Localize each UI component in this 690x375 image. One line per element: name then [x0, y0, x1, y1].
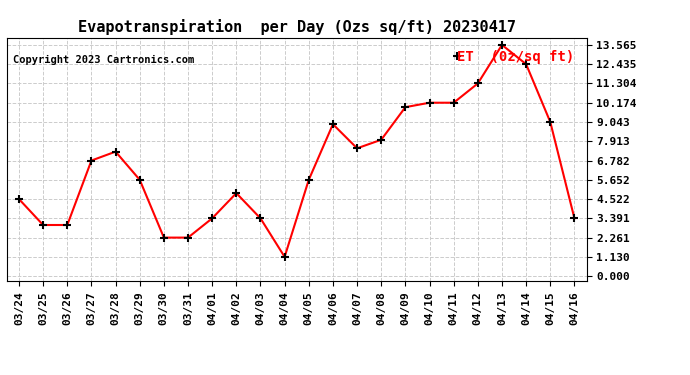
ET  (0z/sq ft): [473, 81, 482, 86]
ET  (0z/sq ft): [280, 255, 288, 259]
ET  (0z/sq ft): [546, 120, 555, 124]
ET  (0z/sq ft): [377, 138, 385, 142]
Legend: ET  (0z/sq ft): ET (0z/sq ft): [451, 45, 580, 69]
ET  (0z/sq ft): [425, 100, 433, 105]
ET  (0z/sq ft): [232, 191, 240, 195]
ET  (0z/sq ft): [111, 149, 120, 154]
ET  (0z/sq ft): [522, 62, 530, 66]
ET  (0z/sq ft): [353, 146, 362, 150]
ET  (0z/sq ft): [184, 236, 192, 240]
ET  (0z/sq ft): [135, 177, 144, 182]
ET  (0z/sq ft): [257, 216, 265, 220]
Line: ET  (0z/sq ft): ET (0z/sq ft): [14, 41, 579, 261]
ET  (0z/sq ft): [570, 216, 578, 220]
ET  (0z/sq ft): [159, 236, 168, 240]
ET  (0z/sq ft): [402, 105, 410, 110]
ET  (0z/sq ft): [87, 158, 95, 163]
ET  (0z/sq ft): [208, 216, 217, 220]
ET  (0z/sq ft): [450, 100, 458, 105]
ET  (0z/sq ft): [39, 223, 47, 227]
ET  (0z/sq ft): [15, 197, 23, 201]
ET  (0z/sq ft): [329, 122, 337, 126]
Text: Copyright 2023 Cartronics.com: Copyright 2023 Cartronics.com: [12, 55, 194, 64]
ET  (0z/sq ft): [304, 177, 313, 182]
Title: Evapotranspiration  per Day (Ozs sq/ft) 20230417: Evapotranspiration per Day (Ozs sq/ft) 2…: [78, 19, 515, 35]
ET  (0z/sq ft): [63, 223, 72, 227]
ET  (0z/sq ft): [498, 43, 506, 47]
